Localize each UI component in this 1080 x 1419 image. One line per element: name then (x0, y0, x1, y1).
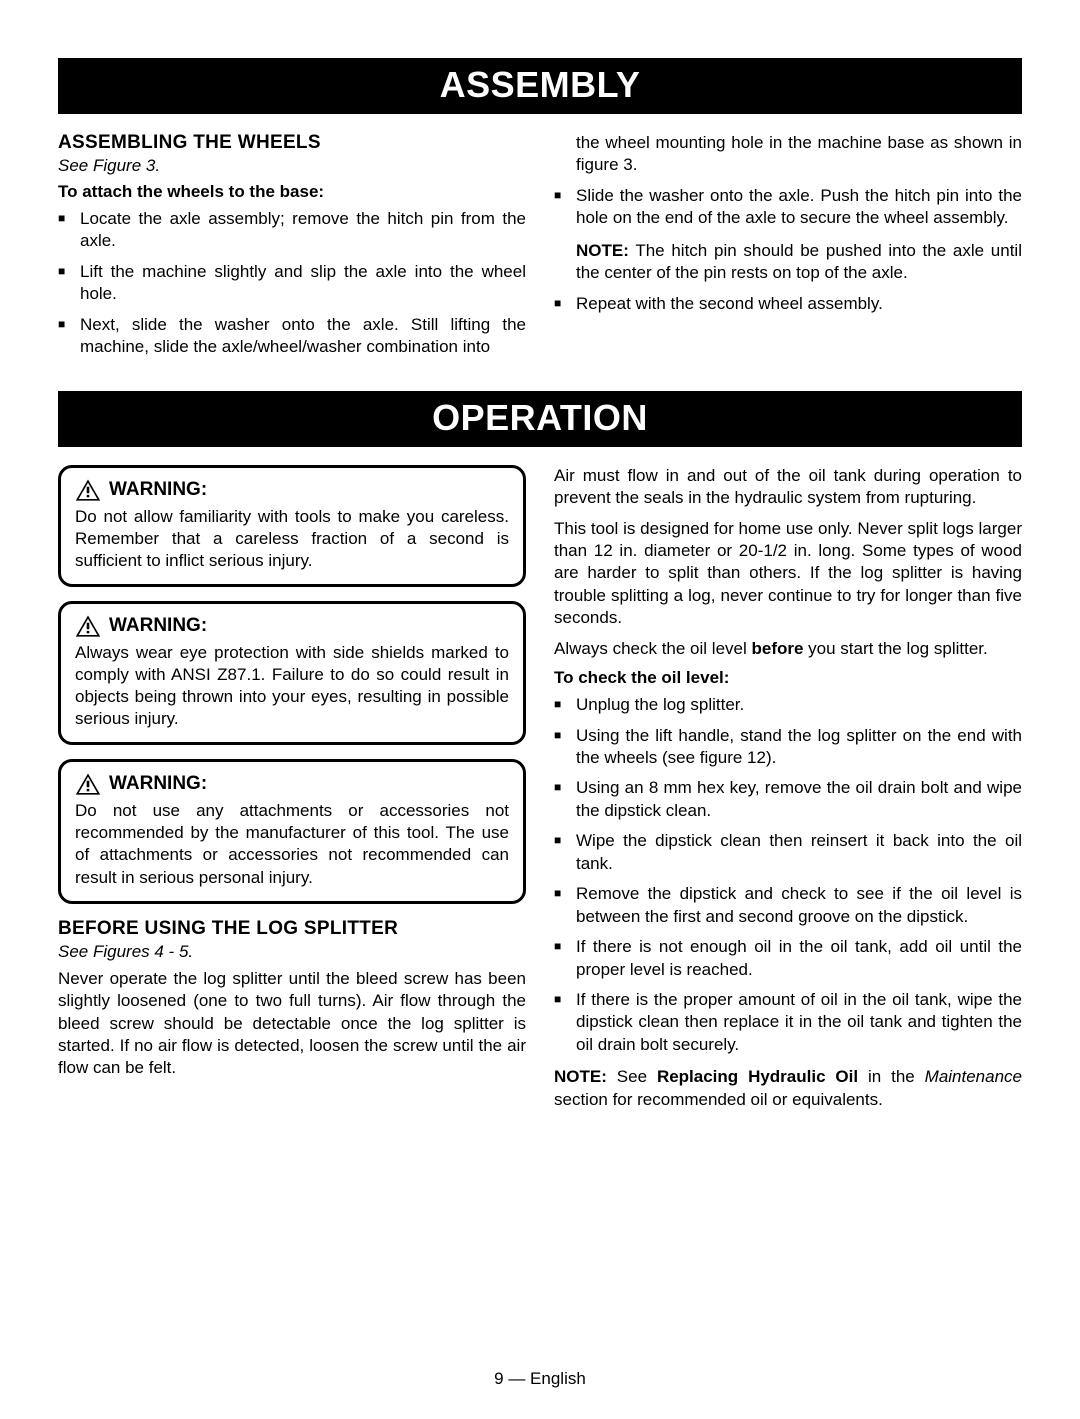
assembly-figref: See Figure 3. (58, 156, 526, 176)
list-item: If there is not enough oil in the oil ta… (554, 936, 1022, 981)
warning-header: WARNING: (75, 772, 509, 796)
before-paragraph: Never operate the log splitter until the… (58, 968, 526, 1080)
final-note-pre: See (607, 1067, 657, 1086)
list-item: Next, slide the washer onto the axle. St… (58, 314, 526, 359)
warning-icon (75, 478, 101, 502)
oil-bullets: Unplug the log splitter. Using the lift … (554, 694, 1022, 1056)
list-item: Locate the axle assembly; remove the hit… (58, 208, 526, 253)
warning-box-2: WARNING: Always wear eye protection with… (58, 601, 526, 745)
list-item: Using the lift handle, stand the log spl… (554, 725, 1022, 770)
oil-heading: To check the oil level: (554, 668, 1022, 688)
oil-check-suffix: you start the log splitter. (803, 639, 987, 658)
warning-icon (75, 614, 101, 638)
operation-left-col: WARNING: Do not allow familiarity with t… (58, 465, 526, 1120)
list-item: Remove the dipstick and check to see if … (554, 883, 1022, 928)
before-heading: BEFORE USING THE LOG SPLITTER (58, 918, 526, 940)
assembly-right-bullets2: Repeat with the second wheel assembly. (554, 293, 1022, 315)
assembly-left-col: ASSEMBLING THE WHEELS See Figure 3. To a… (58, 132, 526, 369)
op-para-2: This tool is designed for home use only.… (554, 518, 1022, 630)
final-note-end: section for recommended oil or equivalen… (554, 1090, 883, 1109)
list-item: Repeat with the second wheel assembly. (554, 293, 1022, 315)
warning-header: WARNING: (75, 478, 509, 502)
warning-title: WARNING: (109, 773, 207, 795)
op-para-1: Air must flow in and out of the oil tank… (554, 465, 1022, 510)
warning-body: Do not allow familiarity with tools to m… (75, 506, 509, 572)
assembly-continuation: the wheel mounting hole in the machine b… (554, 132, 1022, 177)
before-figref: See Figures 4 - 5. (58, 942, 526, 962)
assembly-left-bullets: Locate the axle assembly; remove the hit… (58, 208, 526, 359)
assembly-right-col: the wheel mounting hole in the machine b… (554, 132, 1022, 369)
oil-check-bold: before (751, 639, 803, 658)
list-item: If there is the proper amount of oil in … (554, 989, 1022, 1056)
assembly-right-bullets: Slide the washer onto the axle. Push the… (554, 185, 1022, 230)
assembly-note: NOTE: The hitch pin should be pushed int… (554, 240, 1022, 285)
final-note: NOTE: See Replacing Hydraulic Oil in the… (554, 1066, 1022, 1111)
assembly-subheading: ASSEMBLING THE WHEELS (58, 132, 526, 154)
warning-body: Do not use any attachments or accessorie… (75, 800, 509, 888)
warning-title: WARNING: (109, 615, 207, 637)
warning-body: Always wear eye protection with side shi… (75, 642, 509, 730)
list-item: Using an 8 mm hex key, remove the oil dr… (554, 777, 1022, 822)
operation-right-col: Air must flow in and out of the oil tank… (554, 465, 1022, 1120)
final-note-mid: in the (858, 1067, 925, 1086)
final-note-italic: Maintenance (925, 1067, 1022, 1086)
assembly-banner: ASSEMBLY (58, 58, 1022, 114)
operation-columns: WARNING: Do not allow familiarity with t… (58, 465, 1022, 1120)
final-note-bold: Replacing Hydraulic Oil (657, 1067, 858, 1086)
list-item: Slide the washer onto the axle. Push the… (554, 185, 1022, 230)
page-footer: 9 — English (58, 1369, 1022, 1389)
warning-box-1: WARNING: Do not allow familiarity with t… (58, 465, 526, 587)
note-label: NOTE: (576, 241, 629, 260)
list-item: Wipe the dipstick clean then reinsert it… (554, 830, 1022, 875)
warning-icon (75, 772, 101, 796)
warning-box-3: WARNING: Do not use any attachments or a… (58, 759, 526, 903)
warning-title: WARNING: (109, 479, 207, 501)
list-item: Lift the machine slightly and slip the a… (58, 261, 526, 306)
assembly-columns: ASSEMBLING THE WHEELS See Figure 3. To a… (58, 132, 1022, 369)
operation-banner: OPERATION (58, 391, 1022, 447)
note-label: NOTE: (554, 1067, 607, 1086)
warning-header: WARNING: (75, 614, 509, 638)
note-text: The hitch pin should be pushed into the … (576, 241, 1022, 282)
oil-check-sentence: Always check the oil level before you st… (554, 638, 1022, 660)
assembly-intro: To attach the wheels to the base: (58, 182, 526, 202)
list-item: Unplug the log splitter. (554, 694, 1022, 716)
oil-check-prefix: Always check the oil level (554, 639, 751, 658)
